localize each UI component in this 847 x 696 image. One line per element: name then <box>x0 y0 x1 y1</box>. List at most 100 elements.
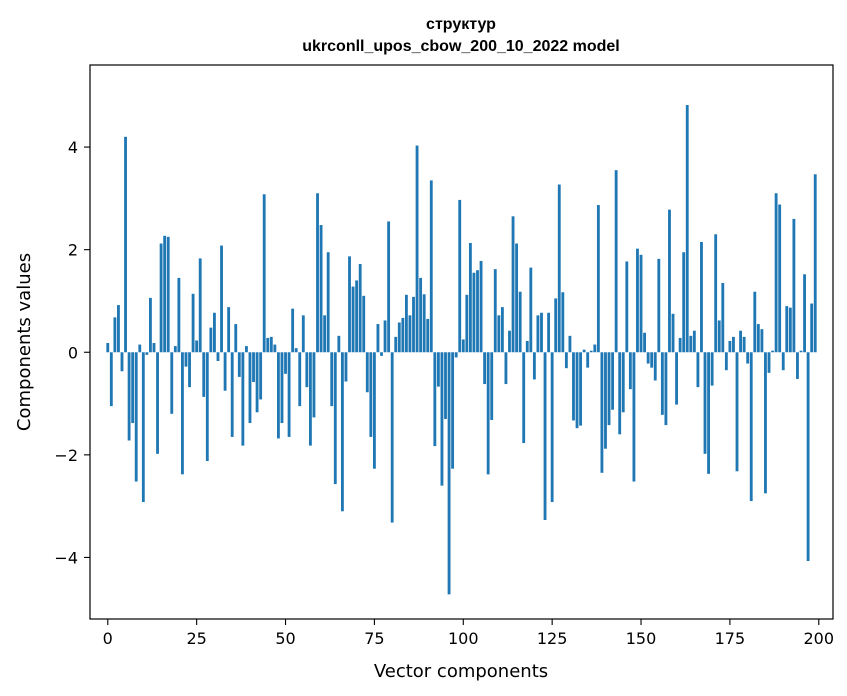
x-tick-label: 25 <box>186 629 206 648</box>
bar <box>252 352 255 383</box>
bar <box>636 248 639 353</box>
bar <box>362 295 366 353</box>
bar <box>700 241 703 353</box>
bar <box>632 352 636 482</box>
chart-title: структур <box>426 16 496 33</box>
x-tick-label: 75 <box>364 629 384 648</box>
bar <box>682 252 686 353</box>
bar <box>721 283 725 353</box>
bar <box>724 352 728 371</box>
bar <box>550 352 554 503</box>
bar <box>536 315 540 353</box>
bar <box>749 352 753 502</box>
bar <box>191 293 195 353</box>
bar <box>732 336 735 353</box>
bar <box>273 344 277 353</box>
bar <box>710 352 714 386</box>
bar <box>404 294 408 353</box>
bar <box>436 352 440 387</box>
bar <box>714 234 718 353</box>
y-tick-label: 0 <box>68 343 78 362</box>
bar <box>479 260 483 353</box>
bar <box>692 330 696 353</box>
bar <box>572 352 575 421</box>
bar <box>600 352 604 473</box>
bar <box>141 352 145 503</box>
bar <box>575 352 579 429</box>
bar <box>792 218 796 353</box>
bar <box>323 315 327 353</box>
bar <box>173 346 177 353</box>
bar <box>433 352 437 447</box>
bar <box>554 298 558 353</box>
y-tick-label: 4 <box>68 138 78 157</box>
bar <box>756 324 760 353</box>
bar <box>454 352 458 358</box>
bar <box>504 352 508 385</box>
bar <box>444 352 447 419</box>
bar <box>198 258 202 353</box>
bar <box>660 352 664 415</box>
bar <box>397 322 401 353</box>
bar <box>476 270 479 353</box>
bar <box>767 352 771 373</box>
y-axis-label: Components values <box>14 253 35 431</box>
bar <box>500 307 504 353</box>
bar <box>447 352 451 595</box>
bar <box>596 205 600 353</box>
bar <box>188 352 191 388</box>
bar <box>170 352 174 414</box>
bar <box>753 291 757 353</box>
bar <box>788 307 792 353</box>
bar <box>163 235 167 353</box>
y-axis-ticks: −4 −2 0 2 4 <box>54 138 90 567</box>
bar <box>689 335 693 353</box>
bar <box>532 352 536 380</box>
bar <box>369 352 373 437</box>
bar <box>308 352 312 446</box>
x-tick-label: 175 <box>715 629 746 648</box>
bar <box>131 352 135 424</box>
bar <box>778 204 782 353</box>
bar <box>209 327 213 353</box>
bar <box>625 261 629 353</box>
bar <box>298 352 302 407</box>
bar <box>799 350 803 353</box>
bar <box>156 352 159 454</box>
bar <box>497 315 501 353</box>
bar <box>291 308 295 353</box>
bar <box>266 337 270 353</box>
bar <box>149 297 152 353</box>
y-tick-label: −4 <box>54 548 78 567</box>
bar <box>120 352 124 372</box>
bar <box>671 313 675 353</box>
bar <box>355 280 359 353</box>
bar <box>685 105 689 353</box>
bar <box>255 352 259 413</box>
x-tick-label: 200 <box>804 629 835 648</box>
bar <box>245 346 248 353</box>
bar <box>543 352 547 520</box>
bar <box>230 352 234 437</box>
bar <box>301 315 305 353</box>
bar <box>465 294 469 353</box>
bar <box>259 352 263 400</box>
bar <box>429 180 433 353</box>
bar <box>348 256 351 353</box>
bar <box>202 352 206 397</box>
bar <box>326 252 330 353</box>
bar <box>525 340 529 353</box>
bar <box>511 216 515 353</box>
bar <box>294 348 298 353</box>
bar <box>287 352 291 437</box>
bar <box>582 349 586 353</box>
bar <box>195 340 199 353</box>
bar <box>333 352 337 485</box>
bar <box>380 352 383 356</box>
bar <box>419 277 423 353</box>
bar <box>184 352 188 367</box>
bar <box>124 136 127 353</box>
bar <box>468 243 472 353</box>
bar <box>241 352 245 446</box>
bar <box>522 352 526 444</box>
